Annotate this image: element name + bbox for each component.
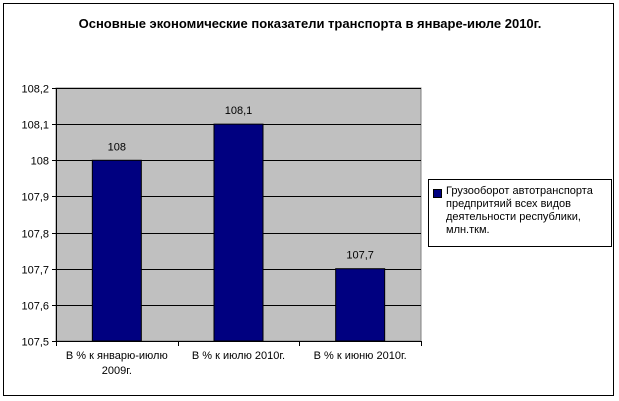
legend-swatch xyxy=(433,189,442,198)
y-tick-label: 108 xyxy=(31,156,49,168)
data-label: 107,7 xyxy=(346,250,374,262)
legend-label: Грузооборот автотранспорта предпритяий в… xyxy=(446,185,593,236)
y-tick-label: 108,1 xyxy=(21,120,49,132)
data-label: 108,1 xyxy=(225,105,253,117)
bars xyxy=(91,123,386,342)
y-tick-label: 107,9 xyxy=(21,192,49,204)
y-tick-label: 107,6 xyxy=(21,301,49,313)
bar xyxy=(91,159,142,342)
x-tick-label: В % к июню 2010г. xyxy=(313,350,407,362)
y-tick-label: 108,2 xyxy=(21,84,49,96)
y-tick-label: 107,7 xyxy=(21,265,49,277)
data-label: 108 xyxy=(108,141,126,153)
legend: Грузооборот автотранспорта предпритяий в… xyxy=(428,179,612,247)
bar xyxy=(213,123,264,342)
axes xyxy=(56,88,422,346)
y-tick-label: 107,5 xyxy=(21,337,49,349)
y-tick-label: 107,8 xyxy=(21,229,49,241)
data-labels: 108 108,1 107,7 xyxy=(108,105,374,262)
x-tick-label: В % к январю-июлю 2009г. xyxy=(65,350,168,377)
x-tick-label: В % к июлю 2010г. xyxy=(191,350,286,362)
chart-title: Основные экономические показатели трансп… xyxy=(78,16,542,31)
bar xyxy=(335,268,386,342)
y-axis-tick-labels: 107,5 107,6 107,7 107,8 107,9 108 108,1 108,2 xyxy=(21,84,49,349)
